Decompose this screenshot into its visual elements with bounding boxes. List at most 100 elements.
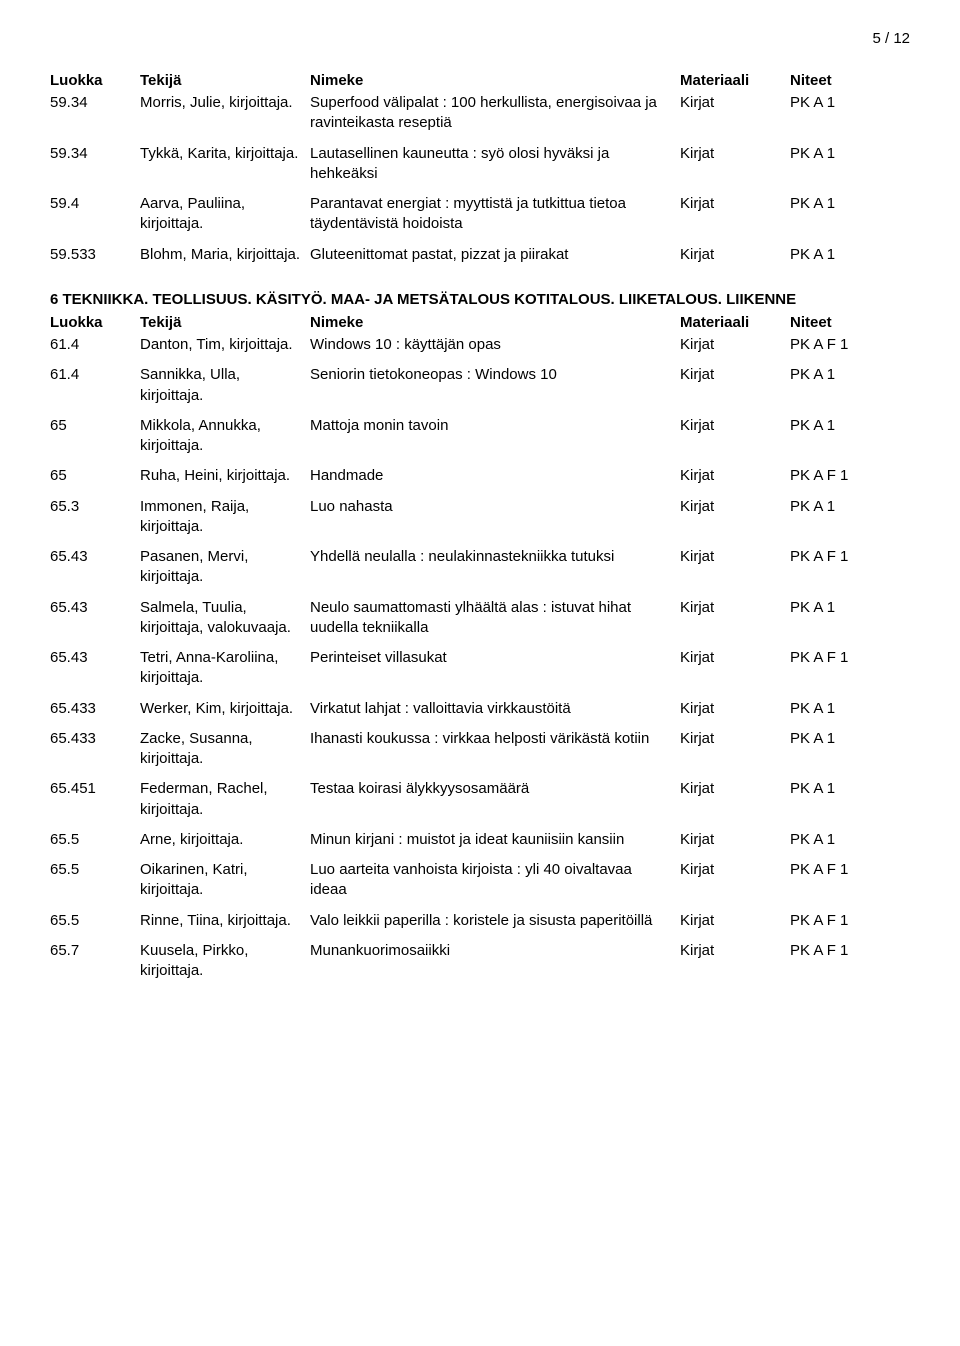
cell-niteet: PK A 1: [790, 830, 910, 850]
cell-tekija: Aarva, Pauliina, kirjoittaja.: [140, 194, 310, 235]
header-luokka: Luokka: [50, 72, 140, 89]
cell-materiaali: Kirjat: [680, 911, 790, 931]
cell-materiaali: Kirjat: [680, 93, 790, 113]
cell-luokka: 65.43: [50, 547, 140, 567]
cell-materiaali: Kirjat: [680, 547, 790, 567]
table-row: 65Mikkola, Annukka, kirjoittaja.Mattoja …: [50, 416, 910, 457]
section2-body: 61.4Danton, Tim, kirjoittaja.Windows 10 …: [50, 335, 910, 981]
cell-niteet: PK A F 1: [790, 466, 910, 486]
cell-tekija: Rinne, Tiina, kirjoittaja.: [140, 911, 310, 931]
cell-nimeke: Minun kirjani : muistot ja ideat kauniis…: [310, 830, 680, 850]
table-row: 65.433Werker, Kim, kirjoittaja.Virkatut …: [50, 699, 910, 719]
cell-nimeke: Superfood välipalat : 100 herkullista, e…: [310, 93, 680, 134]
table-row: 65.5Oikarinen, Katri, kirjoittaja.Luo aa…: [50, 860, 910, 901]
header-tekija: Tekijä: [140, 314, 310, 331]
cell-luokka: 65.5: [50, 830, 140, 850]
section1-body: 59.34 Morris, Julie, kirjoittaja.Superfoo…: [50, 93, 910, 265]
table-row: 65.43Pasanen, Mervi, kirjoittaja.Yhdellä…: [50, 547, 910, 588]
cell-nimeke: Munankuorimosaiikki: [310, 941, 680, 961]
cell-luokka: 65.433: [50, 729, 140, 749]
cell-materiaali: Kirjat: [680, 779, 790, 799]
cell-nimeke: Yhdellä neulalla : neulakinnastekniikka …: [310, 547, 680, 567]
cell-niteet: PK A 1: [790, 144, 910, 164]
table-row: 65.5Rinne, Tiina, kirjoittaja.Valo leikk…: [50, 911, 910, 931]
cell-niteet: PK A F 1: [790, 911, 910, 931]
page-number: 5 / 12: [50, 30, 910, 47]
cell-tekija: Tetri, Anna-Karoliina, kirjoittaja.: [140, 648, 310, 689]
cell-nimeke: Luo nahasta: [310, 497, 680, 517]
cell-tekija: Tykkä, Karita, kirjoittaja.: [140, 144, 310, 164]
table-header-2: Luokka Tekijä Nimeke Materiaali Niteet: [50, 314, 910, 331]
table-row: 59.533Blohm, Maria, kirjoittaja.Gluteeni…: [50, 245, 910, 265]
table-row: 65.5Arne, kirjoittaja.Minun kirjani : mu…: [50, 830, 910, 850]
cell-materiaali: Kirjat: [680, 335, 790, 355]
cell-nimeke: Virkatut lahjat : valloittavia virkkaust…: [310, 699, 680, 719]
table-row: 59.34Tykkä, Karita, kirjoittaja.Lautasel…: [50, 144, 910, 185]
cell-nimeke: Ihanasti koukussa : virkkaa helposti vär…: [310, 729, 680, 749]
cell-tekija: Pasanen, Mervi, kirjoittaja.: [140, 547, 310, 588]
cell-nimeke: Testaa koirasi älykkyysosamäärä: [310, 779, 680, 799]
cell-tekija: Federman, Rachel, kirjoittaja.: [140, 779, 310, 820]
cell-luokka: 65.451: [50, 779, 140, 799]
cell-luokka: 65.433: [50, 699, 140, 719]
cell-tekija: Morris, Julie, kirjoittaja.: [140, 93, 310, 113]
cell-tekija: Mikkola, Annukka, kirjoittaja.: [140, 416, 310, 457]
cell-luokka: 59.4: [50, 194, 140, 214]
cell-niteet: PK A 1: [790, 497, 910, 517]
section-title: 6 TEKNIIKKA. TEOLLISUUS. KÄSITYÖ. MAA- J…: [50, 290, 910, 310]
cell-niteet: PK A 1: [790, 365, 910, 385]
cell-nimeke: Gluteenittomat pastat, pizzat ja piiraka…: [310, 245, 680, 265]
cell-niteet: PK A 1: [790, 699, 910, 719]
cell-niteet: PK A 1: [790, 729, 910, 749]
header-tekija: Tekijä: [140, 72, 310, 89]
cell-luokka: 65.43: [50, 648, 140, 668]
cell-materiaali: Kirjat: [680, 941, 790, 961]
cell-tekija: Immonen, Raija, kirjoittaja.: [140, 497, 310, 538]
cell-luokka: 59.34: [50, 144, 140, 164]
table-row: 61.4Sannikka, Ulla, kirjoittaja.Seniorin…: [50, 365, 910, 406]
cell-nimeke: Seniorin tietokoneopas : Windows 10: [310, 365, 680, 385]
cell-tekija: Sannikka, Ulla, kirjoittaja.: [140, 365, 310, 406]
table-row: 65.433Zacke, Susanna, kirjoittaja.Ihanas…: [50, 729, 910, 770]
cell-luokka: 65: [50, 466, 140, 486]
header-luokka: Luokka: [50, 314, 140, 331]
header-materiaali: Materiaali: [680, 314, 790, 331]
cell-materiaali: Kirjat: [680, 416, 790, 436]
cell-niteet: PK A F 1: [790, 547, 910, 567]
header-niteet: Niteet: [790, 72, 910, 89]
cell-materiaali: Kirjat: [680, 699, 790, 719]
cell-niteet: PK A 1: [790, 194, 910, 214]
header-nimeke: Nimeke: [310, 314, 680, 331]
header-nimeke: Nimeke: [310, 72, 680, 89]
table-row: 65.43Salmela, Tuulia, kirjoittaja, valok…: [50, 598, 910, 639]
cell-niteet: PK A 1: [790, 245, 910, 265]
cell-tekija: Werker, Kim, kirjoittaja.: [140, 699, 310, 719]
cell-luokka: 65.43: [50, 598, 140, 618]
cell-tekija: Salmela, Tuulia, kirjoittaja, valokuvaaj…: [140, 598, 310, 639]
cell-niteet: PK A F 1: [790, 335, 910, 355]
cell-niteet: PK A F 1: [790, 648, 910, 668]
table-row: 65Ruha, Heini, kirjoittaja.HandmadeKirja…: [50, 466, 910, 486]
cell-niteet: PK A 1: [790, 93, 910, 113]
cell-materiaali: Kirjat: [680, 365, 790, 385]
cell-tekija: Blohm, Maria, kirjoittaja.: [140, 245, 310, 265]
cell-niteet: PK A 1: [790, 598, 910, 618]
cell-tekija: Zacke, Susanna, kirjoittaja.: [140, 729, 310, 770]
cell-luokka: 65.7: [50, 941, 140, 961]
cell-niteet: PK A 1: [790, 779, 910, 799]
cell-materiaali: Kirjat: [680, 497, 790, 517]
cell-tekija: Danton, Tim, kirjoittaja.: [140, 335, 310, 355]
table-header-1: Luokka Tekijä Nimeke Materiaali Niteet: [50, 72, 910, 89]
cell-materiaali: Kirjat: [680, 144, 790, 164]
cell-nimeke: Mattoja monin tavoin: [310, 416, 680, 436]
cell-luokka: 65.5: [50, 911, 140, 931]
cell-luokka: 61.4: [50, 335, 140, 355]
cell-materiaali: Kirjat: [680, 860, 790, 880]
cell-niteet: PK A F 1: [790, 860, 910, 880]
cell-nimeke: Handmade: [310, 466, 680, 486]
cell-materiaali: Kirjat: [680, 194, 790, 214]
header-materiaali: Materiaali: [680, 72, 790, 89]
cell-materiaali: Kirjat: [680, 598, 790, 618]
cell-tekija: Ruha, Heini, kirjoittaja.: [140, 466, 310, 486]
cell-luokka: 65.3: [50, 497, 140, 517]
